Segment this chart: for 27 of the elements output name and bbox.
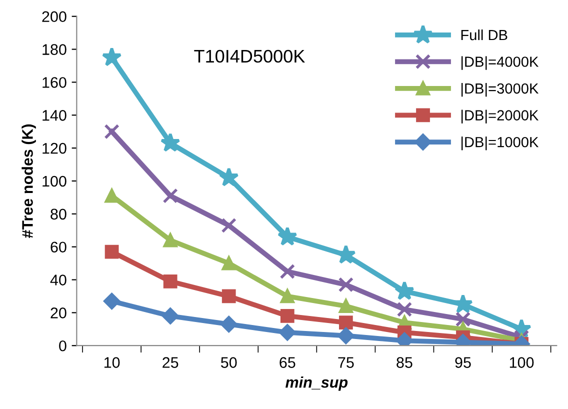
y-tick-label: 180 [42,44,66,55]
y-tick-label: 120 [42,142,66,154]
y-tick-label: 40 [50,274,66,286]
y-tick-label: 140 [42,110,66,121]
y-tick-label: 160 [42,77,66,88]
y-tick-label: 80 [50,208,66,220]
x-tick-label: 10 [104,357,120,368]
x-tick-label: 65 [280,357,296,368]
x-tick-label: 100 [510,357,534,368]
y-tick-label: 60 [50,242,66,253]
x-tick-label: 50 [220,357,237,368]
legend-label: Full DB [461,29,508,40]
y-axis-title: #Tree nodes (K) [22,124,36,238]
legend-label: |DB|=1000K [461,136,539,150]
x-tick-label: 25 [162,357,178,368]
legend-label: |DB|=3000K [461,82,539,97]
x-tick-label: 85 [396,357,412,368]
legend-label: |DB|=4000K [461,56,539,70]
x-tick-label: 95 [455,357,471,368]
y-tick-label: 20 [50,308,66,318]
text: T10I4D5000K [194,50,305,63]
y-tick-label: 200 [42,11,66,22]
legend-label: |DB|=2000K [461,110,539,124]
y-tick-label: 100 [42,176,66,187]
x-tick-label: 75 [338,357,354,368]
y-tick-label: 0 [59,340,66,352]
x-axis-title: min_sup [286,376,348,391]
